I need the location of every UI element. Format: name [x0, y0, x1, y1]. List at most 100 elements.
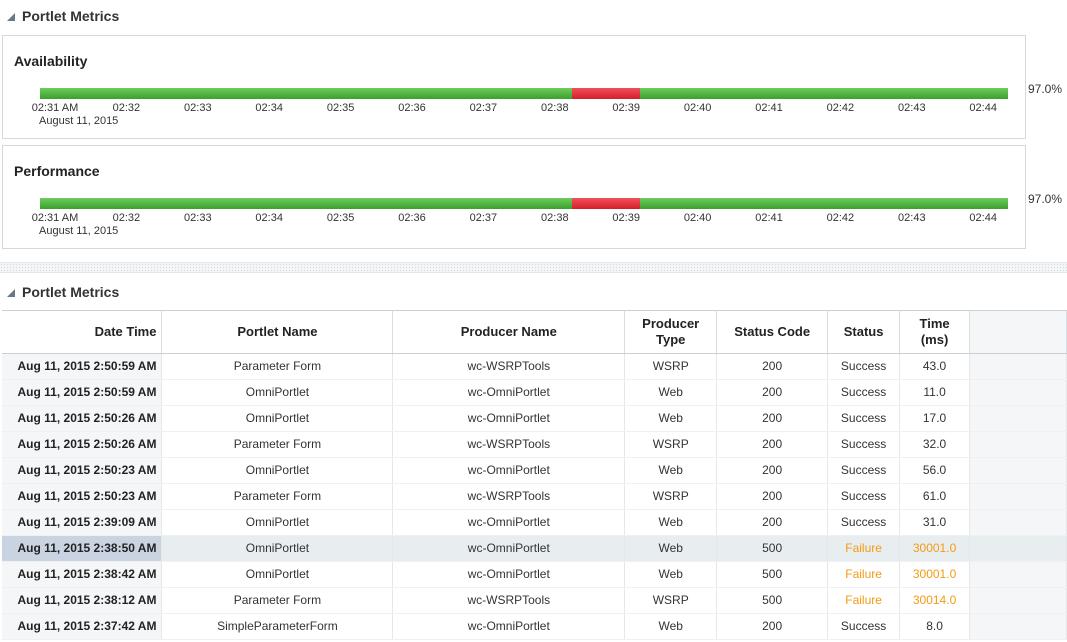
- table-section-header[interactable]: Portlet Metrics: [6, 282, 119, 302]
- availability-tick-label: 02:35: [326, 102, 355, 114]
- availability-tick-label: 02:38: [541, 102, 569, 114]
- portlet-name-cell: SimpleParameterForm: [161, 613, 394, 640]
- producer-name-cell: wc-WSRPTools: [392, 483, 626, 510]
- table-row[interactable]: Aug 11, 2015 2:50:59 AM OmniPortlet wc-Omn…: [2, 379, 1067, 406]
- portlet-name-cell: OmniPortlet: [161, 535, 394, 562]
- table-row[interactable]: Aug 11, 2015 2:50:23 AM OmniPortlet wc-Omn…: [2, 457, 1067, 484]
- charts-section-header[interactable]: Portlet Metrics: [6, 6, 119, 26]
- performance-tick-label: 02:31 AM: [31, 212, 79, 224]
- performance-tick-label: 02:43: [898, 212, 926, 224]
- row-filler: [969, 613, 1067, 640]
- panel-splitter[interactable]: [0, 262, 1067, 273]
- status-code-cell: 500: [716, 587, 829, 614]
- date-time-cell: Aug 11, 2015 2:37:42 AM: [2, 613, 163, 640]
- time-cell: 30001.0: [899, 561, 971, 588]
- table-row[interactable]: Aug 11, 2015 2:38:42 AM OmniPortlet wc-Omn…: [2, 561, 1067, 588]
- availability-tick-label: 02:40: [683, 102, 712, 114]
- row-filler: [969, 353, 1067, 380]
- producer-type-cell: Web: [624, 379, 718, 406]
- column-header-time[interactable]: Time (ms): [899, 311, 971, 354]
- producer-type-cell: WSRP: [624, 431, 718, 458]
- date-time-cell: Aug 11, 2015 2:38:12 AM: [2, 587, 163, 614]
- collapse-triangle-icon[interactable]: [6, 287, 16, 297]
- availability-tick-label: 02:39: [612, 102, 640, 114]
- producer-name-cell: wc-OmniPortlet: [392, 379, 626, 406]
- status-code-cell: 200: [716, 483, 829, 510]
- status-code-cell: 500: [716, 535, 829, 562]
- status-code-cell: 200: [716, 431, 829, 458]
- performance-up-segment[interactable]: [40, 198, 572, 209]
- table-row[interactable]: Aug 11, 2015 2:39:09 AM OmniPortlet wc-Omn…: [2, 509, 1067, 536]
- producer-name-cell: wc-OmniPortlet: [392, 613, 626, 640]
- producer-type-cell: Web: [624, 561, 718, 588]
- portlet-name-cell: Parameter Form: [161, 483, 394, 510]
- status-cell: Success: [827, 613, 901, 640]
- portlet-name-cell: OmniPortlet: [161, 509, 394, 536]
- availability-percent: 97.0%: [1028, 82, 1063, 96]
- table-row[interactable]: Aug 11, 2015 2:38:12 AM Parameter Form wc-…: [2, 587, 1067, 614]
- table-row[interactable]: Aug 11, 2015 2:50:59 AM Parameter Form wc-…: [2, 353, 1067, 380]
- portlet-name-cell: Parameter Form: [161, 587, 394, 614]
- status-cell: Failure: [827, 561, 901, 588]
- portlet-name-cell: OmniPortlet: [161, 457, 394, 484]
- time-cell: 17.0: [899, 405, 971, 432]
- date-time-cell: Aug 11, 2015 2:50:23 AM: [2, 483, 163, 510]
- table-header-row: Date Time Portlet Name Producer Name Pro…: [2, 311, 1067, 354]
- availability-panel: Availability 02:31 AM 02:32 02:33 02:34 02:3…: [2, 35, 1026, 139]
- time-cell: 32.0: [899, 431, 971, 458]
- availability-tick-label: 02:42: [826, 102, 855, 114]
- availability-bar[interactable]: [40, 88, 1008, 99]
- column-header-date-time[interactable]: Date Time: [2, 311, 163, 354]
- performance-tick-label: 02:37: [469, 212, 498, 224]
- time-cell: 30001.0: [899, 535, 971, 562]
- collapse-triangle-icon[interactable]: [6, 11, 16, 21]
- row-filler: [969, 509, 1067, 536]
- portlet-name-cell: Parameter Form: [161, 353, 394, 380]
- row-filler: [969, 561, 1067, 588]
- status-cell: Success: [827, 431, 901, 458]
- column-header-status[interactable]: Status: [827, 311, 901, 354]
- producer-name-cell: wc-OmniPortlet: [392, 535, 626, 562]
- column-header-producer-name[interactable]: Producer Name: [392, 311, 626, 354]
- performance-down-segment[interactable]: [572, 198, 640, 209]
- availability-tick-label: 02:32: [112, 102, 141, 114]
- row-filler: [969, 483, 1067, 510]
- status-code-cell: 200: [716, 379, 829, 406]
- portlet-name-cell: OmniPortlet: [161, 379, 394, 406]
- availability-up-segment[interactable]: [40, 88, 572, 99]
- availability-up-segment[interactable]: [640, 88, 1008, 99]
- axis-date-label: August 11, 2015: [39, 115, 119, 127]
- column-header-status-code[interactable]: Status Code: [716, 311, 829, 354]
- availability-tick-label: 02:31 AM: [31, 102, 79, 114]
- row-filler: [969, 535, 1067, 562]
- table-row[interactable]: Aug 11, 2015 2:38:50 AM OmniPortlet wc-Omn…: [2, 535, 1067, 562]
- date-time-cell: Aug 11, 2015 2:38:42 AM: [2, 561, 163, 588]
- section-title: Portlet Metrics: [22, 284, 120, 300]
- portlet-name-cell: OmniPortlet: [161, 405, 394, 432]
- column-header-producer-type[interactable]: Producer Type: [624, 311, 718, 354]
- availability-tick-label: 02:41: [755, 102, 783, 114]
- availability-down-segment[interactable]: [572, 88, 640, 99]
- producer-name-cell: wc-OmniPortlet: [392, 561, 626, 588]
- date-time-cell: Aug 11, 2015 2:38:50 AM: [2, 535, 163, 562]
- performance-percent: 97.0%: [1028, 192, 1063, 206]
- performance-tick-label: 02:38: [541, 212, 569, 224]
- producer-type-cell: WSRP: [624, 353, 718, 380]
- table-row[interactable]: Aug 11, 2015 2:50:23 AM Parameter Form wc-…: [2, 483, 1067, 510]
- table-row[interactable]: Aug 11, 2015 2:50:26 AM OmniPortlet wc-Omn…: [2, 405, 1067, 432]
- status-code-cell: 200: [716, 509, 829, 536]
- producer-name-cell: wc-OmniPortlet: [392, 457, 626, 484]
- table-row[interactable]: Aug 11, 2015 2:50:26 AM Parameter Form wc-…: [2, 431, 1067, 458]
- status-cell: Success: [827, 483, 901, 510]
- status-cell: Failure: [827, 535, 901, 562]
- column-header-portlet-name[interactable]: Portlet Name: [161, 311, 394, 354]
- performance-up-segment[interactable]: [640, 198, 1008, 209]
- performance-tick-label: 02:33: [184, 212, 212, 224]
- performance-bar[interactable]: [40, 198, 1008, 209]
- performance-tick-label: 02:39: [612, 212, 640, 224]
- producer-type-cell: Web: [624, 405, 718, 432]
- date-time-cell: Aug 11, 2015 2:50:59 AM: [2, 353, 163, 380]
- table-row[interactable]: Aug 11, 2015 2:37:42 AM SimpleParameterFo…: [2, 613, 1067, 640]
- producer-type-cell: WSRP: [624, 483, 718, 510]
- date-time-cell: Aug 11, 2015 2:50:26 AM: [2, 431, 163, 458]
